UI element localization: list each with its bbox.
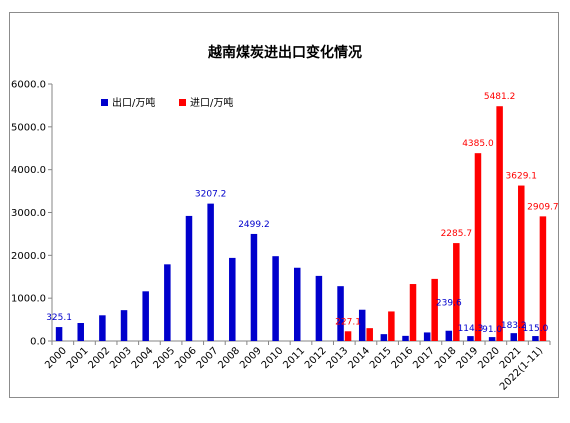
legend-swatch-export [101, 99, 108, 106]
y-tick-label: 1000.0 [11, 294, 46, 305]
x-tick-label: 2015 [368, 345, 394, 371]
x-tick-label: 2008 [216, 345, 242, 371]
bar-export [185, 215, 193, 341]
bar-export [272, 256, 279, 341]
x-tick-label: 2001 [65, 345, 91, 371]
x-tick-label: 2004 [130, 345, 156, 371]
bar-import [409, 284, 417, 341]
bar-export [510, 333, 518, 341]
bar-export [55, 327, 63, 341]
y-tick-label: 4000.0 [11, 165, 46, 176]
data-label-export: 325.1 [46, 313, 72, 323]
chart-title: 越南煤炭进出口变化情况 [207, 44, 362, 61]
bar-export [358, 309, 366, 341]
legend-swatch-import [179, 99, 186, 106]
bar-export [120, 310, 128, 341]
x-tick-label: 2005 [151, 345, 177, 371]
bar-export [142, 291, 149, 341]
data-label-export: 115.0 [523, 324, 549, 334]
bar-import [431, 278, 438, 341]
x-tick-label: 2003 [108, 345, 134, 371]
data-label-export: 91.0 [482, 325, 502, 335]
data-label-export: 2499.2 [238, 220, 270, 230]
x-tick-label: 2020 [476, 345, 502, 371]
data-label-import: 3629.1 [506, 172, 538, 182]
x-tick-label: 2012 [303, 345, 329, 371]
bar-import [539, 216, 547, 341]
x-tick-label: 2014 [346, 345, 372, 371]
x-tick-label: 2009 [238, 345, 264, 371]
bar-export [423, 332, 431, 341]
bar-export [445, 330, 453, 341]
data-label-export: 239.6 [436, 299, 462, 309]
bars [55, 106, 547, 342]
legend: 出口/万吨 进口/万吨 [101, 96, 233, 109]
bar-import [344, 331, 352, 341]
y-tick-label: 0.0 [30, 337, 46, 348]
bar-export [402, 335, 409, 341]
data-label-import: 5481.2 [484, 92, 516, 102]
bar-import [453, 243, 460, 341]
bar-export [532, 336, 539, 341]
bar-export [229, 257, 236, 341]
bar-export [467, 336, 474, 341]
legend-label-import: 进口/万吨 [190, 96, 233, 109]
y-tick-label: 2000.0 [11, 251, 46, 262]
data-label-export: 183.2 [501, 321, 527, 331]
data-label-export: 114.3 [458, 324, 484, 334]
bar-import [496, 106, 503, 342]
data-label-import: 227.1 [335, 317, 361, 327]
bar-export [315, 275, 323, 341]
data-label-export: 3207.2 [195, 190, 227, 200]
x-tick-label: 2013 [325, 345, 351, 371]
x-tick-label: 2019 [455, 345, 481, 371]
x-tick-label: 2016 [390, 345, 416, 371]
bar-export [250, 233, 258, 341]
x-tick-label: 2006 [173, 345, 199, 371]
x-tick-label: 2011 [281, 345, 307, 371]
x-tick-label: 2000 [43, 345, 69, 371]
x-tick-label: 2007 [195, 345, 221, 371]
bar-export [99, 315, 106, 341]
bar-import [518, 185, 525, 341]
y-tick-label: 5000.0 [11, 122, 46, 133]
data-label-import: 2909.7 [527, 202, 559, 212]
data-label-import: 2285.7 [441, 229, 473, 239]
x-tick-label: 2002 [86, 345, 112, 371]
bar-export [488, 337, 496, 341]
legend-label-export: 出口/万吨 [112, 96, 155, 109]
bar-import [474, 153, 482, 341]
x-tick-label: 2010 [260, 345, 286, 371]
data-label-import: 4385.0 [462, 139, 494, 149]
data-labels: 325.1 3207.2 2499.2 239.6 114.391.0183.2115.… [46, 92, 558, 335]
x-tick-label: 2017 [411, 345, 437, 371]
bar-export [77, 323, 84, 341]
x-tick-label: 2018 [433, 345, 459, 371]
bar-export [294, 267, 301, 341]
y-tick-label: 3000.0 [11, 208, 46, 219]
bar-export [380, 334, 388, 341]
bar-export [207, 203, 214, 341]
bar-export [164, 264, 171, 341]
bar-import [366, 328, 373, 341]
bar-import [388, 311, 395, 341]
bar-export [337, 286, 344, 341]
y-tick-label: 6000.0 [11, 80, 46, 91]
